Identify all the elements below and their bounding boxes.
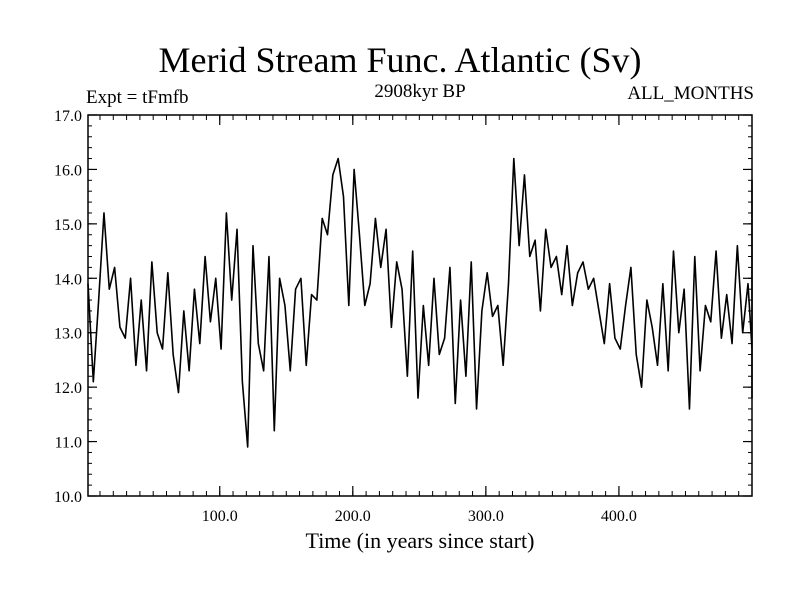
y-tick-label: 10.0 (54, 489, 82, 506)
chart-title: Merid Stream Func. Atlantic (Sv) (158, 40, 642, 80)
period-label: 2908kyr BP (374, 81, 466, 102)
y-tick-label: 16.0 (54, 162, 82, 179)
x-tick-label: 300.0 (468, 508, 504, 525)
x-axis-label: Time (in years since start) (306, 528, 535, 553)
series-line (87, 157, 753, 448)
y-tick-label: 17.0 (54, 108, 82, 125)
y-tick-label: 12.0 (54, 380, 82, 397)
x-tick-label: 100.0 (202, 508, 238, 525)
plot-frame (87, 114, 753, 497)
y-tick-label: 14.0 (54, 271, 82, 288)
months-label: ALL_MONTHS (627, 83, 754, 104)
y-tick-label: 13.0 (54, 326, 82, 343)
series-layer (87, 157, 753, 448)
y-tick-label: 11.0 (55, 435, 82, 452)
x-tick-label: 200.0 (335, 508, 371, 525)
axes-layer: 10.0 11.0 12.0 13.0 14.0 15.0 16.0 17.0 100.0 200… (54, 108, 752, 525)
x-tick-label: 400.0 (601, 508, 637, 525)
y-tick-label: 15.0 (54, 217, 82, 234)
experiment-label: Expt = tFmfb (86, 87, 189, 108)
